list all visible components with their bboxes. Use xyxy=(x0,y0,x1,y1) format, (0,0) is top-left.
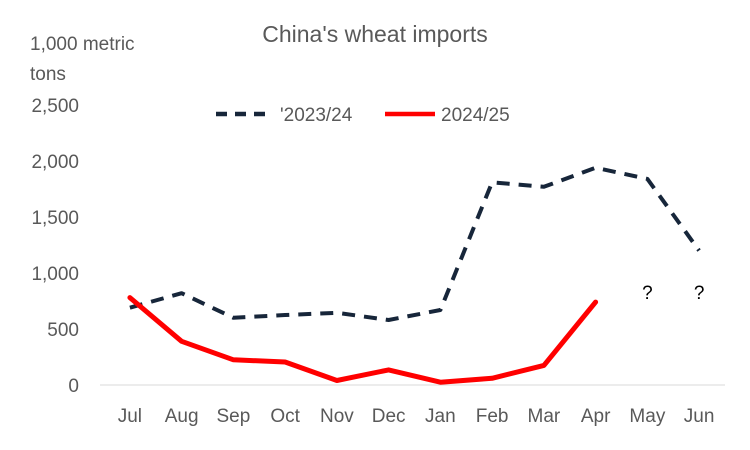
x-tick-label: Apr xyxy=(581,406,611,427)
annotation-question-mark: ? xyxy=(642,283,653,304)
y-tick-label: 2,500 xyxy=(31,96,79,117)
y-axis-ticks: 0 500 1,000 1,500 2,000 2,500 xyxy=(31,96,79,397)
legend-label-2023-24: '2023/24 xyxy=(280,105,353,126)
series-line-2023-24 xyxy=(129,165,701,322)
y-axis-label-line2: tons xyxy=(30,64,66,85)
y-tick-label: 0 xyxy=(68,376,79,397)
legend-label-2024-25: 2024/25 xyxy=(441,105,510,126)
y-tick-label: 500 xyxy=(47,320,79,341)
x-tick-label: Jun xyxy=(684,406,715,427)
series-layer xyxy=(127,165,701,385)
annotation-question-mark: ? xyxy=(694,283,705,304)
x-tick-label: Aug xyxy=(165,406,199,427)
x-tick-label: May xyxy=(629,406,665,427)
x-tick-label: Mar xyxy=(528,406,561,427)
x-axis-ticks: Jul Aug Sep Oct Nov Dec Jan Feb Mar Apr May Jun xyxy=(118,406,715,427)
x-tick-label: Jul xyxy=(118,406,142,427)
x-tick-label: Feb xyxy=(476,406,509,427)
x-tick-label: Oct xyxy=(270,406,300,427)
x-tick-label: Jan xyxy=(425,406,456,427)
y-axis-label-line1: 1,000 metric xyxy=(30,34,135,55)
series-line-2024-25 xyxy=(127,295,599,385)
y-tick-label: 2,000 xyxy=(31,152,79,173)
x-tick-label: Dec xyxy=(372,406,406,427)
y-tick-label: 1,000 xyxy=(31,264,79,285)
x-tick-label: Sep xyxy=(216,406,250,427)
x-tick-label: Nov xyxy=(320,406,354,427)
y-tick-label: 1,500 xyxy=(31,208,79,229)
legend: '2023/24 2024/25 xyxy=(216,105,510,126)
chart-title: China's wheat imports xyxy=(262,21,488,47)
annotations: ?? xyxy=(642,283,704,304)
